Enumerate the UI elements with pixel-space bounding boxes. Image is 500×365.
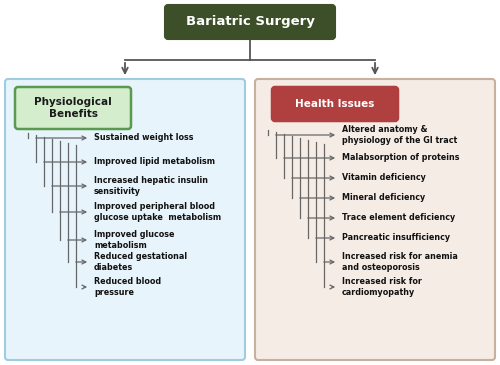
FancyBboxPatch shape [15,87,131,129]
FancyBboxPatch shape [5,79,245,360]
Text: Increased risk for anemia
and osteoporosis: Increased risk for anemia and osteoporos… [342,252,458,272]
Text: Improved glucose
metabolism: Improved glucose metabolism [94,230,174,250]
FancyBboxPatch shape [165,5,335,39]
FancyBboxPatch shape [272,87,398,121]
Text: Reduced blood
pressure: Reduced blood pressure [94,277,161,297]
Text: Improved peripheral blood
glucose uptake  metabolism: Improved peripheral blood glucose uptake… [94,202,221,222]
Text: Increased hepatic insulin
sensitivity: Increased hepatic insulin sensitivity [94,176,208,196]
Text: Pancreatic insufficiency: Pancreatic insufficiency [342,234,450,242]
Text: Altered anatomy &
physiology of the GI tract: Altered anatomy & physiology of the GI t… [342,125,457,145]
Text: Mineral deficiency: Mineral deficiency [342,193,425,203]
Text: Physiological
Benefits: Physiological Benefits [34,97,112,119]
Text: Bariatric Surgery: Bariatric Surgery [186,15,314,28]
Text: Vitamin deficiency: Vitamin deficiency [342,173,426,182]
Text: Improved lipid metabolism: Improved lipid metabolism [94,158,215,166]
Text: Reduced gestational
diabetes: Reduced gestational diabetes [94,252,187,272]
Text: Increased risk for
cardiomyopathy: Increased risk for cardiomyopathy [342,277,422,297]
Text: Malabsorption of proteins: Malabsorption of proteins [342,154,460,162]
Text: Sustained weight loss: Sustained weight loss [94,134,194,142]
Text: Trace element deficiency: Trace element deficiency [342,214,455,223]
Text: Health Issues: Health Issues [296,99,374,109]
FancyBboxPatch shape [255,79,495,360]
